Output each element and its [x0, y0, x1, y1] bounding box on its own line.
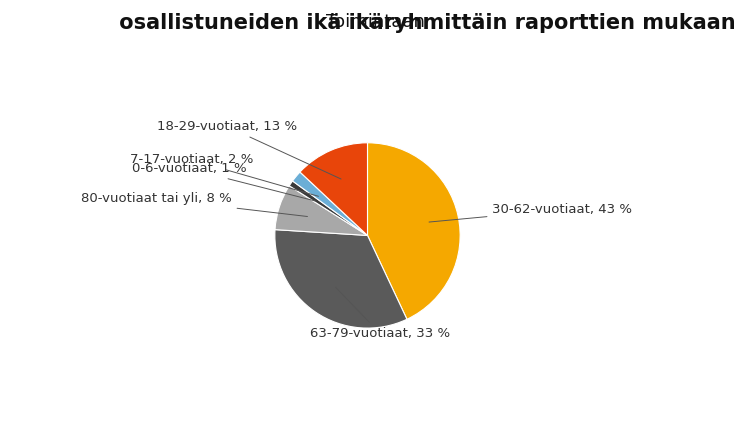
Wedge shape	[275, 186, 368, 235]
Wedge shape	[274, 230, 407, 328]
Wedge shape	[368, 143, 460, 319]
Text: 30-62-vuotiaat, 43 %: 30-62-vuotiaat, 43 %	[429, 203, 632, 222]
Text: 18-29-vuotiaat, 13 %: 18-29-vuotiaat, 13 %	[157, 120, 341, 179]
Text: osallistuneiden ikä ikäryhmittäin raporttien mukaan: osallistuneiden ikä ikäryhmittäin raport…	[112, 13, 736, 33]
Wedge shape	[292, 172, 368, 235]
Text: Toimintaan: Toimintaan	[326, 13, 424, 31]
Wedge shape	[290, 181, 368, 235]
Wedge shape	[300, 143, 368, 235]
Text: 80-vuotiaat tai yli, 8 %: 80-vuotiaat tai yli, 8 %	[81, 192, 308, 217]
Text: 7-17-vuotiaat, 2 %: 7-17-vuotiaat, 2 %	[130, 153, 319, 196]
Text: 63-79-vuotiaat, 33 %: 63-79-vuotiaat, 33 %	[310, 287, 450, 340]
Text: 0-6-vuotiaat, 1 %: 0-6-vuotiaat, 1 %	[132, 162, 315, 201]
